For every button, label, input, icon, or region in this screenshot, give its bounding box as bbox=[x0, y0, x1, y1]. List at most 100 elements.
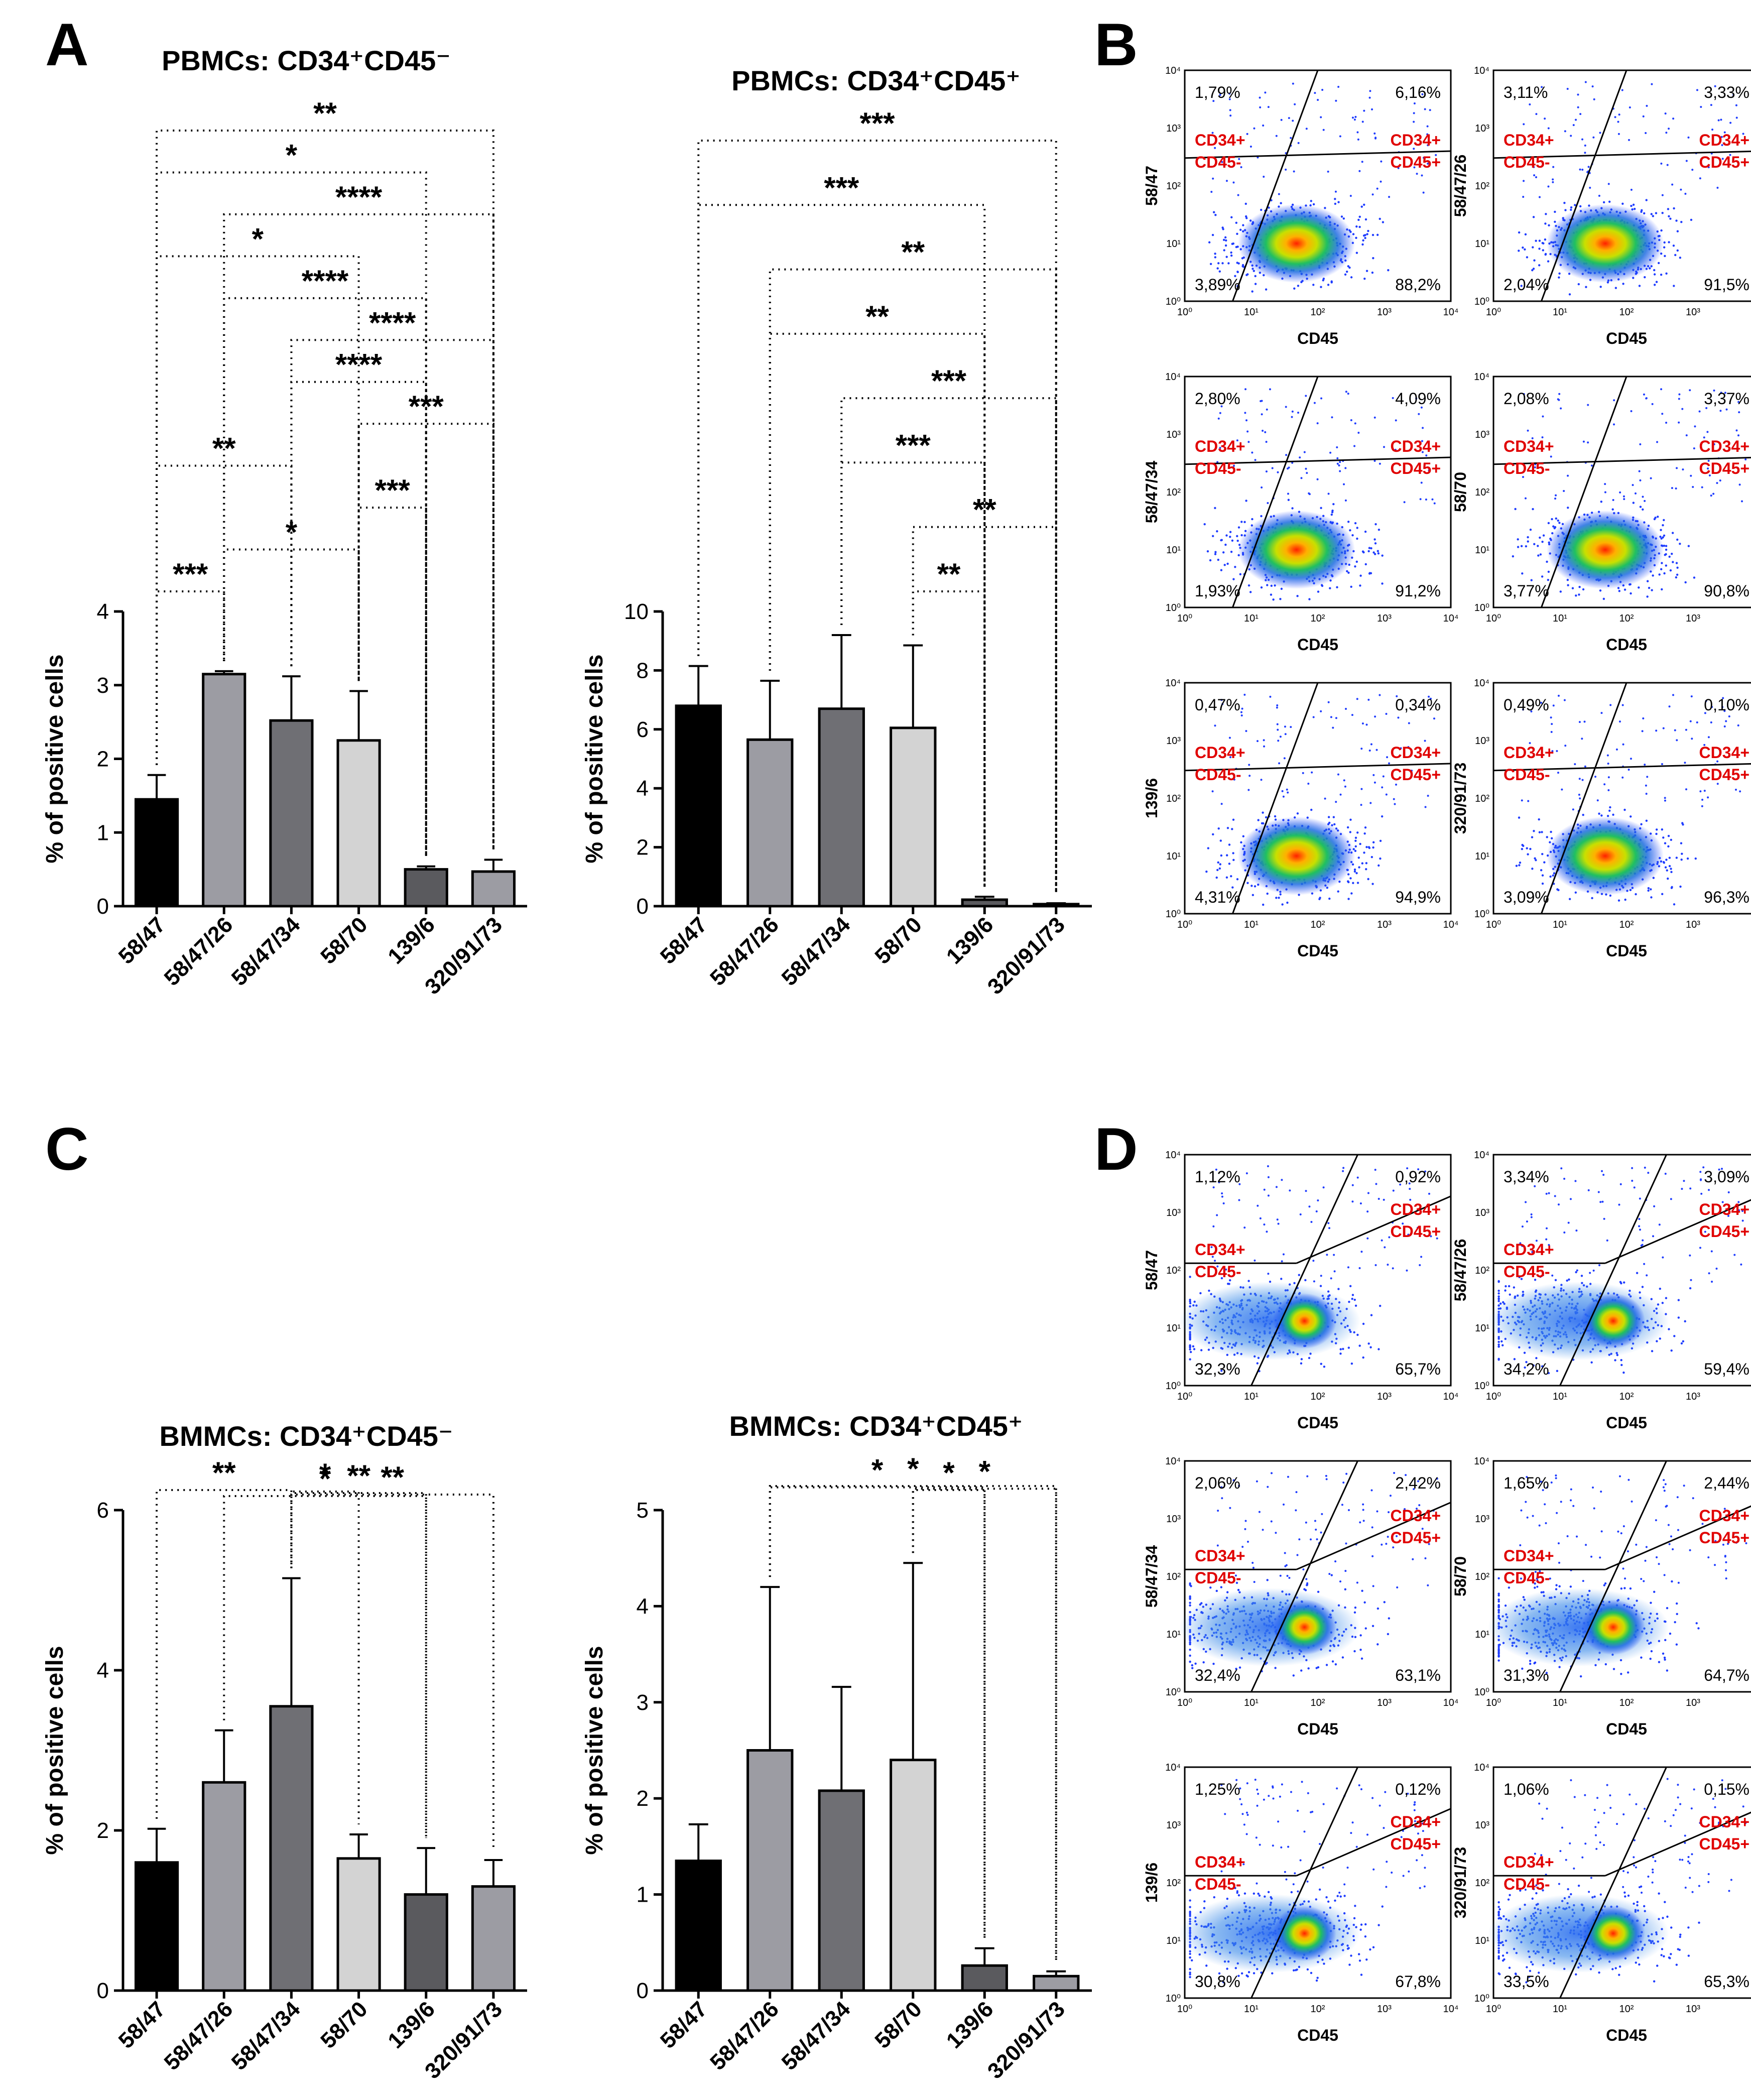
event-dot bbox=[1397, 716, 1400, 719]
event-dot bbox=[1533, 174, 1536, 177]
y-decade-label: 10² bbox=[1475, 1265, 1489, 1276]
event-dot bbox=[1362, 239, 1364, 242]
event-dot bbox=[1566, 87, 1569, 90]
event-dot bbox=[1327, 284, 1330, 286]
event-dot bbox=[1599, 589, 1602, 592]
bar-58/47/34 bbox=[269, 1705, 314, 1992]
quadrant-top-left: 2,80% bbox=[1195, 390, 1240, 408]
event-dot bbox=[1283, 757, 1286, 760]
event-dot bbox=[1553, 527, 1556, 530]
event-dot bbox=[1642, 717, 1645, 720]
event-dot bbox=[1246, 133, 1248, 135]
y-decade-label: 10³ bbox=[1475, 429, 1489, 440]
event-dot bbox=[1601, 1170, 1603, 1172]
x-axis-label-cd45: CD45 bbox=[1606, 1414, 1647, 1432]
event-dot bbox=[1217, 827, 1220, 830]
event-dot bbox=[1260, 779, 1263, 781]
bar-58/47/26 bbox=[202, 673, 246, 908]
event-dot bbox=[1234, 275, 1236, 277]
x-axis-label-cd45: CD45 bbox=[1606, 636, 1647, 654]
event-dot bbox=[1690, 695, 1693, 698]
event-dot bbox=[1351, 534, 1354, 537]
y-decade-label: 10⁰ bbox=[1166, 602, 1181, 613]
event-dot bbox=[1228, 98, 1231, 100]
event-dot bbox=[1420, 481, 1423, 484]
bar-58/47/34 bbox=[269, 719, 314, 908]
x-decade-label: 10² bbox=[1619, 613, 1634, 624]
event-dot bbox=[1191, 1667, 1194, 1669]
event-dot bbox=[1344, 467, 1347, 469]
y-tick-label: 0 bbox=[637, 1979, 649, 2003]
event-dot bbox=[1660, 162, 1663, 165]
event-dot bbox=[1244, 215, 1247, 218]
event-dot bbox=[1675, 576, 1678, 579]
event-dot bbox=[1320, 397, 1323, 400]
event-dot bbox=[1600, 501, 1603, 503]
event-dot bbox=[1632, 203, 1635, 206]
event-dot bbox=[1658, 1223, 1661, 1226]
gate-line-vertical bbox=[1231, 376, 1319, 608]
event-dot bbox=[1657, 262, 1660, 265]
event-dot bbox=[1426, 133, 1429, 136]
event-dot bbox=[1609, 806, 1611, 809]
event-dot bbox=[1681, 1188, 1683, 1190]
event-dot bbox=[1665, 1297, 1668, 1299]
event-dot bbox=[1646, 104, 1648, 107]
event-dot bbox=[1339, 470, 1341, 472]
event-dot bbox=[1584, 765, 1586, 768]
event-dot bbox=[1533, 543, 1536, 546]
event-dot bbox=[1643, 393, 1645, 396]
event-dot bbox=[1538, 264, 1541, 267]
y-axis-label: % of positive cells bbox=[42, 1646, 68, 1855]
event-dot bbox=[1550, 830, 1552, 833]
significance-bracket: * bbox=[223, 1462, 427, 1838]
event-dot bbox=[1363, 109, 1365, 112]
event-dot bbox=[1497, 1300, 1500, 1302]
event-dot bbox=[1497, 1289, 1500, 1292]
chart-title: BMMCs: CD34⁺CD45⁺ bbox=[729, 1410, 1023, 1442]
event-dot bbox=[1257, 156, 1259, 159]
event-dot bbox=[1287, 467, 1289, 470]
event-dot bbox=[1527, 853, 1529, 855]
event-dot bbox=[1518, 816, 1521, 819]
y-decade-label: 10⁴ bbox=[1474, 1150, 1489, 1161]
significance-bracket: *** bbox=[156, 557, 225, 765]
event-dot bbox=[1560, 407, 1562, 410]
event-dot bbox=[1364, 218, 1367, 221]
event-dot bbox=[1691, 737, 1693, 740]
gate-name-cd34: CD34+ bbox=[1699, 1200, 1750, 1218]
event-dot bbox=[1192, 1345, 1195, 1348]
event-dot bbox=[1618, 1203, 1620, 1206]
event-dot bbox=[1377, 550, 1379, 552]
event-dot bbox=[1664, 842, 1667, 844]
event-dot bbox=[1670, 887, 1673, 889]
event-dot bbox=[1351, 116, 1354, 119]
event-dot bbox=[1351, 1200, 1354, 1203]
event-dot bbox=[1664, 797, 1666, 799]
event-dot bbox=[1281, 903, 1284, 906]
event-dot bbox=[1278, 193, 1280, 195]
event-dot bbox=[1357, 138, 1359, 141]
significance-bracket: **** bbox=[223, 180, 494, 850]
event-dot bbox=[1339, 1348, 1342, 1350]
y-decade-label: 10⁴ bbox=[1474, 678, 1489, 689]
event-dot bbox=[1584, 152, 1586, 154]
event-dot bbox=[1521, 1225, 1524, 1228]
chart-title: BMMCs: CD34⁺CD45⁻ bbox=[160, 1420, 453, 1452]
event-dot bbox=[1620, 1282, 1622, 1285]
event-dot bbox=[1387, 269, 1390, 272]
event-dot bbox=[1645, 784, 1647, 787]
event-dot bbox=[1275, 135, 1278, 137]
significance-bracket: **** bbox=[290, 306, 494, 850]
event-dot bbox=[1336, 586, 1338, 588]
event-dot bbox=[1505, 1285, 1507, 1288]
event-dot bbox=[1606, 754, 1609, 757]
event-dot bbox=[1677, 1316, 1680, 1319]
event-dot bbox=[1300, 1358, 1303, 1361]
event-dot bbox=[1332, 816, 1335, 818]
event-dot bbox=[1427, 162, 1429, 165]
event-dot bbox=[1655, 281, 1658, 283]
event-dot bbox=[1685, 728, 1687, 731]
gate-name-cd34: CD34+ bbox=[1699, 744, 1750, 762]
